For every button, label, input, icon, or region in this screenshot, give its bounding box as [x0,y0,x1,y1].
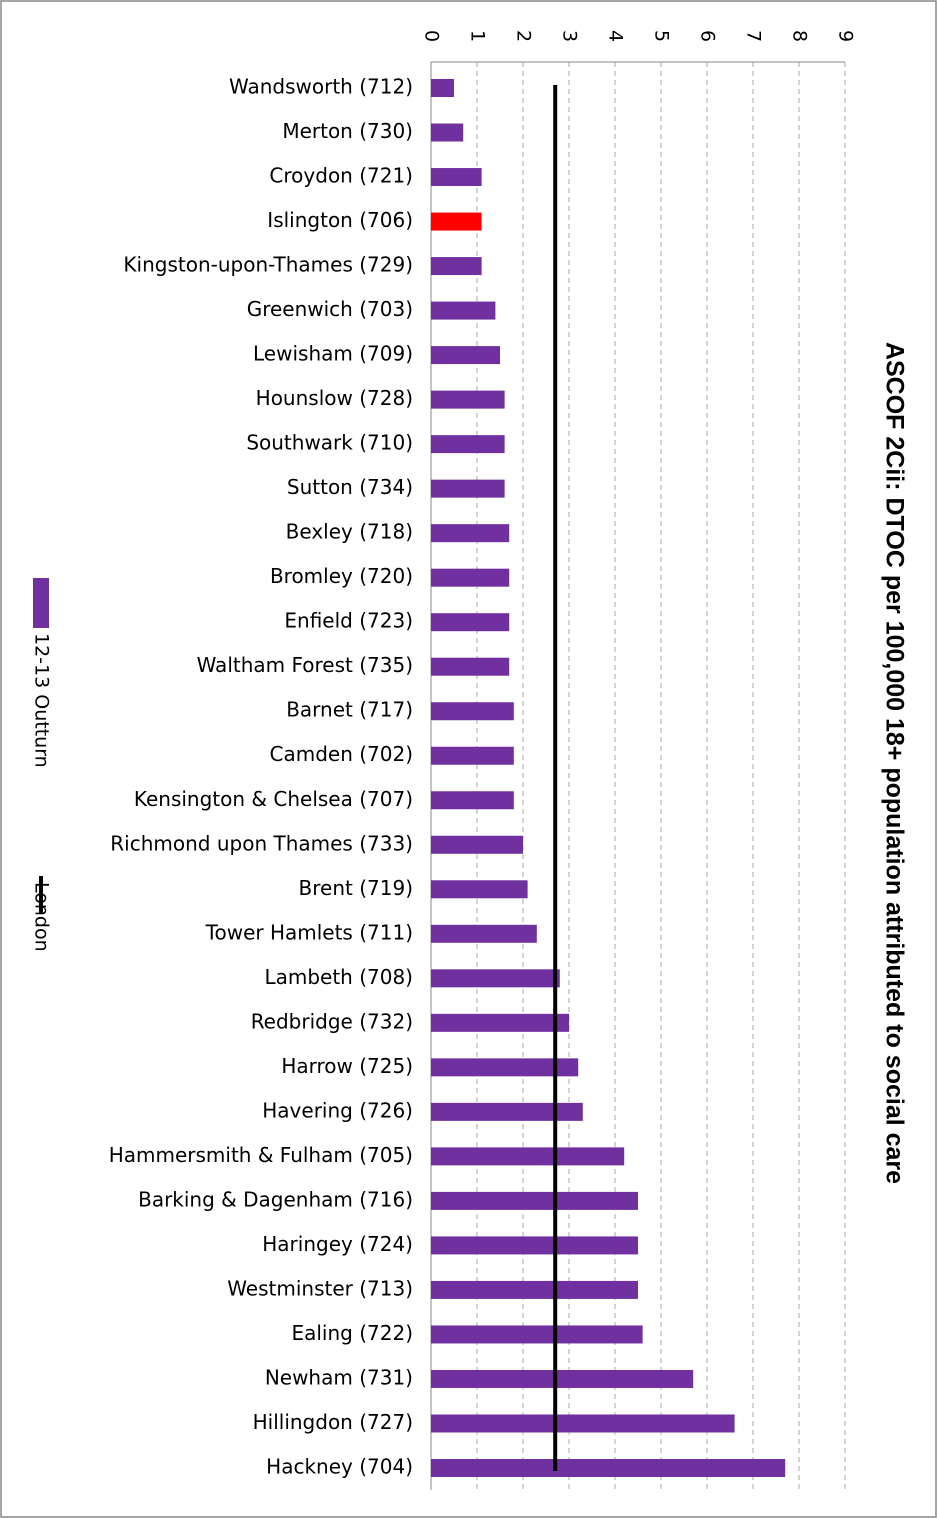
y-tick-label: Ealing (722) [291,1321,413,1345]
y-tick-label: Newham (731) [265,1365,413,1389]
bar [431,613,510,632]
bar [431,1147,625,1166]
y-tick-label: Camden (702) [269,742,413,766]
bar [431,1102,583,1121]
y-tick-label: Hammersmith & Fulham (705) [109,1143,413,1167]
y-tick-label: Barking & Dagenham (716) [138,1187,413,1211]
bar [431,79,454,97]
y-tick-label: Wandsworth (712) [229,75,413,99]
x-tick-label: 3 [559,30,581,42]
y-tick-label: Tower Hamlets (711) [205,920,413,944]
legend-swatch [33,578,49,628]
y-tick-label: Bromley (720) [270,564,413,588]
y-tick-label: Greenwich (703) [247,297,413,321]
y-tick-label: Barnet (717) [286,698,413,722]
bar [431,346,500,365]
y-tick-label: Southwark (710) [246,431,413,455]
y-tick-label: Redbridge (732) [251,1009,413,1033]
bar [431,123,464,142]
y-tick-label: Enfield (723) [284,609,413,633]
bar [431,1325,643,1344]
bar [431,1459,786,1477]
x-tick-label: 1 [467,30,489,42]
bar [431,212,482,231]
bar [431,1058,579,1077]
bar [431,1414,735,1433]
bar [431,1013,569,1032]
bar [431,390,505,409]
bar [431,479,505,498]
bar [431,924,537,943]
bar [431,791,514,810]
bar [431,524,510,543]
y-tick-label: Haringey (724) [262,1232,413,1256]
y-tick-label: Bexley (718) [286,520,413,544]
bar [431,835,523,854]
legend-label: London [31,882,53,952]
y-tick-label: Croydon (721) [269,164,413,188]
bar [431,168,482,187]
legend-label: 12-13 Outturn [31,633,53,768]
bar [431,435,505,454]
chart-title: ASCOF 2Cii: DTOC per 100,000 18+ populat… [880,342,908,1184]
y-tick-label: Westminster (713) [227,1276,413,1300]
x-tick-label: 6 [697,30,719,42]
y-tick-label: Kingston-upon-Thames (729) [123,253,413,277]
y-tick-label: Hounslow (728) [256,386,413,410]
y-tick-label: Brent (719) [299,876,413,900]
bar [431,969,560,988]
y-tick-label: Lewisham (709) [253,342,413,366]
bar [431,880,528,899]
y-tick-label: Havering (726) [262,1098,413,1122]
y-tick-label: Lambeth (708) [264,965,413,989]
bar [431,301,496,320]
x-tick-label: 8 [789,30,811,42]
bar [431,1236,638,1255]
x-tick-label: 9 [835,30,857,42]
y-tick-label: Hillingdon (727) [253,1410,413,1434]
x-tick-label: 0 [421,30,443,42]
bar [431,1191,638,1210]
y-tick-label: Waltham Forest (735) [197,653,413,677]
bar [431,1280,638,1299]
y-tick-label: Kensington & Chelsea (707) [134,787,413,811]
y-tick-label: Islington (706) [267,208,413,232]
y-tick-label: Hackney (704) [266,1455,413,1479]
x-tick-label: 7 [743,30,765,42]
bar [431,746,514,765]
bar [431,702,514,721]
x-tick-label: 4 [605,30,627,42]
bar [431,1369,694,1388]
y-tick-label: Merton (730) [282,119,413,143]
bar [431,568,510,587]
bar [431,257,482,276]
y-tick-label: Richmond upon Thames (733) [110,831,413,855]
y-tick-label: Harrow (725) [281,1054,413,1078]
bar [431,657,510,676]
y-tick-label: Sutton (734) [287,475,413,499]
x-tick-label: 5 [651,30,673,42]
x-tick-label: 2 [513,30,535,42]
